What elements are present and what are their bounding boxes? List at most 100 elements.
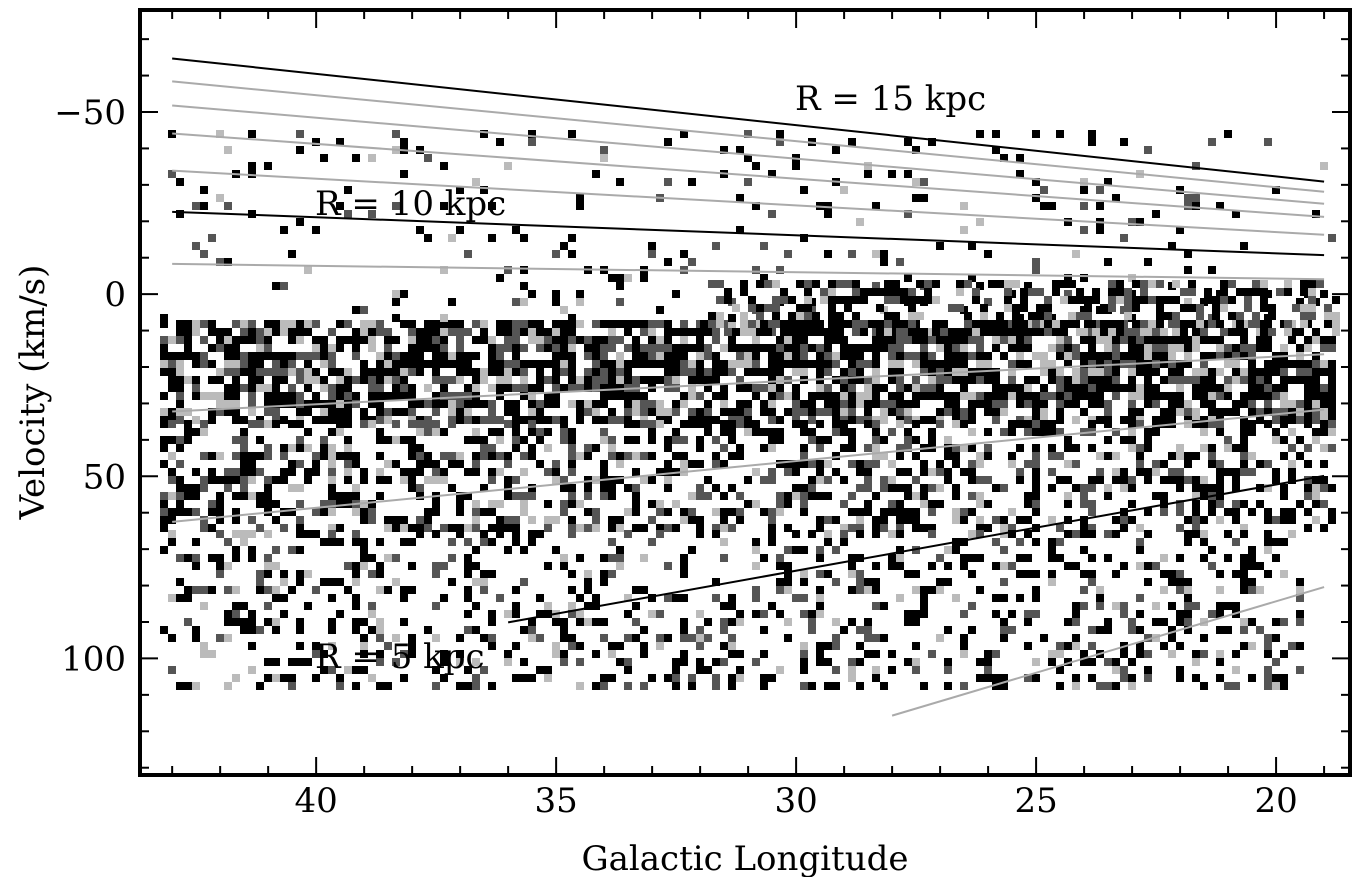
emission-cell	[536, 530, 544, 538]
emission-cell	[648, 408, 656, 416]
emission-cell	[716, 312, 724, 320]
emission-cell	[616, 178, 624, 186]
emission-cell	[1064, 642, 1072, 650]
emission-cell	[1264, 384, 1272, 392]
emission-cell	[1320, 336, 1328, 344]
emission-cell	[752, 546, 760, 554]
emission-cell	[984, 352, 992, 360]
emission-cell	[1068, 312, 1076, 320]
emission-cell	[1248, 586, 1256, 594]
emission-cell	[776, 336, 784, 344]
emission-cell	[184, 554, 192, 562]
emission-cell	[1176, 674, 1184, 682]
emission-cell	[992, 408, 1000, 416]
emission-cell	[1296, 344, 1304, 352]
emission-cell	[544, 468, 552, 476]
emission-cell	[960, 352, 968, 360]
emission-cell	[384, 554, 392, 562]
emission-cell	[808, 682, 816, 690]
emission-cell	[568, 500, 576, 508]
emission-cell	[320, 416, 328, 424]
emission-cell	[1268, 304, 1276, 312]
emission-cell	[400, 436, 408, 444]
emission-cell	[840, 428, 848, 436]
emission-cell	[1000, 400, 1008, 408]
emission-cell	[568, 344, 576, 352]
emission-cell	[1080, 392, 1088, 400]
emission-cell	[560, 242, 568, 250]
emission-cell	[264, 530, 272, 538]
emission-cell	[1016, 468, 1024, 476]
emission-cell	[1200, 368, 1208, 376]
emission-cell	[256, 524, 264, 532]
emission-cell	[544, 336, 552, 344]
emission-cell	[256, 384, 264, 392]
emission-cell	[192, 242, 200, 250]
emission-cell	[992, 416, 1000, 424]
emission-cell	[488, 618, 496, 626]
emission-cell	[1288, 530, 1296, 538]
emission-cell	[208, 360, 216, 368]
emission-cell	[816, 546, 824, 554]
emission-cell	[1272, 428, 1280, 436]
emission-cell	[312, 468, 320, 476]
emission-cell	[1056, 376, 1064, 384]
emission-cell	[600, 570, 608, 578]
emission-cell	[768, 400, 776, 408]
emission-cell	[1172, 280, 1180, 288]
emission-cell	[1024, 344, 1032, 352]
emission-cell	[720, 400, 728, 408]
emission-cell	[1052, 328, 1060, 336]
emission-cell	[1304, 344, 1312, 352]
emission-cell	[360, 554, 368, 562]
emission-cell	[1208, 444, 1216, 452]
emission-cell	[224, 368, 232, 376]
emission-cell	[784, 360, 792, 368]
emission-cell	[1312, 384, 1320, 392]
emission-cell	[1224, 344, 1232, 352]
emission-cell	[696, 530, 704, 538]
emission-cell	[716, 320, 724, 328]
emission-cell	[1256, 626, 1264, 634]
emission-cell	[560, 500, 568, 508]
emission-cell	[1088, 626, 1096, 634]
emission-cell	[336, 336, 344, 344]
emission-cell	[1200, 352, 1208, 360]
emission-cell	[992, 650, 1000, 658]
emission-cell	[376, 328, 384, 336]
emission-cell	[1284, 288, 1292, 296]
emission-cell	[840, 408, 848, 416]
emission-cell	[168, 376, 176, 384]
emission-cell	[1280, 436, 1288, 444]
emission-cell	[440, 384, 448, 392]
emission-cell	[768, 368, 776, 376]
emission-cell	[712, 508, 720, 516]
emission-cell	[472, 468, 480, 476]
emission-cell	[392, 352, 400, 360]
emission-cell	[504, 546, 512, 554]
emission-cell	[424, 234, 432, 242]
emission-cell	[1240, 444, 1248, 452]
emission-cell	[296, 578, 304, 586]
emission-cell	[488, 682, 496, 690]
emission-cell	[760, 444, 768, 452]
emission-cell	[632, 420, 640, 428]
emission-cell	[176, 336, 184, 344]
emission-cell	[568, 376, 576, 384]
emission-cell	[176, 360, 184, 368]
emission-cell	[1104, 436, 1112, 444]
emission-cell	[1164, 296, 1172, 304]
emission-cell	[352, 392, 360, 400]
emission-cell	[184, 594, 192, 602]
emission-cell	[264, 328, 272, 336]
emission-cell	[1220, 304, 1228, 312]
emission-cell	[1104, 352, 1112, 360]
emission-cell	[480, 444, 488, 452]
emission-cell	[184, 682, 192, 690]
emission-cell	[780, 296, 788, 304]
emission-cell	[1000, 594, 1008, 602]
emission-cell	[1304, 368, 1312, 376]
emission-cell	[872, 384, 880, 392]
emission-cell	[416, 226, 424, 234]
emission-cell	[792, 360, 800, 368]
